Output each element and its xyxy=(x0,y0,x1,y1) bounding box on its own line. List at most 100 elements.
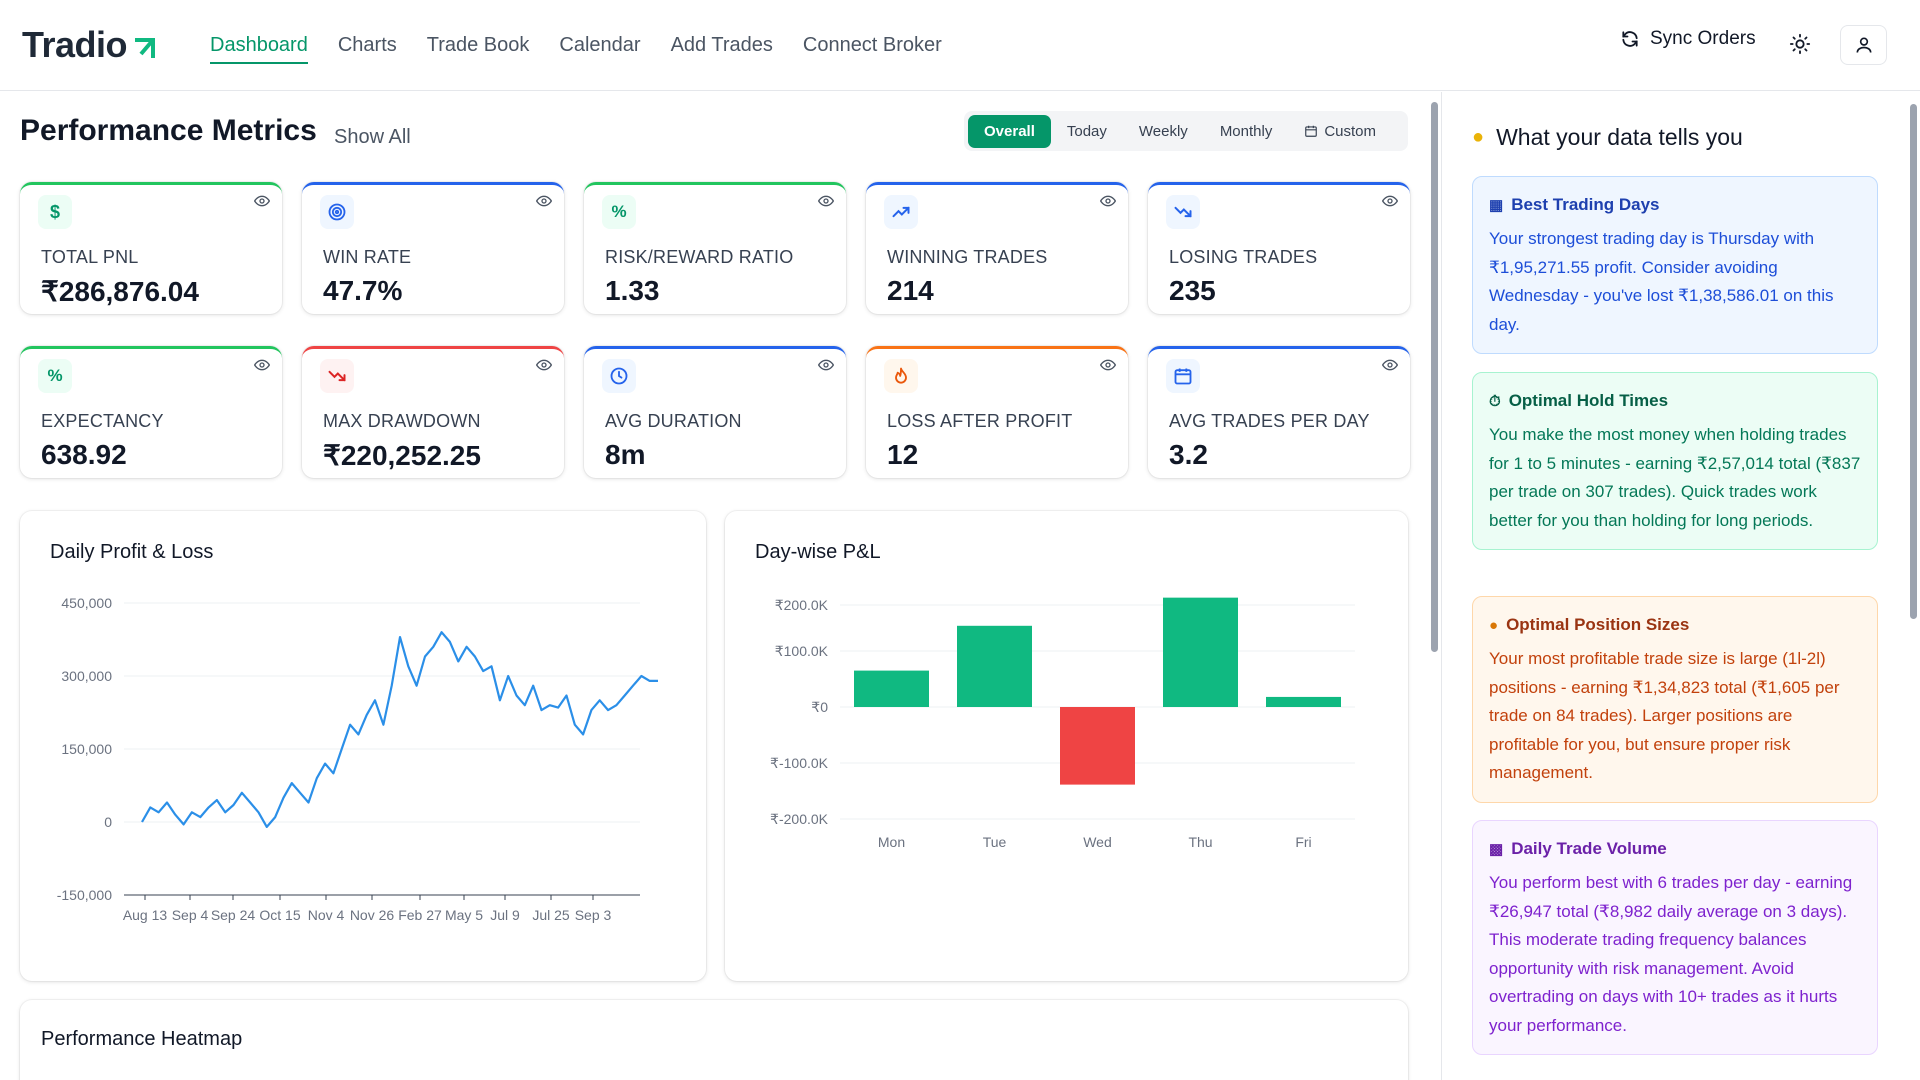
filter-monthly[interactable]: Monthly xyxy=(1219,122,1273,140)
theme-toggle-button[interactable] xyxy=(1789,33,1811,60)
main-nav: Dashboard Charts Trade Book Calendar Add… xyxy=(210,0,972,91)
bar-tue xyxy=(957,625,1032,707)
main-scrollbar-thumb[interactable] xyxy=(1431,102,1438,652)
sync-orders-button[interactable]: Sync Orders xyxy=(1620,28,1756,50)
x-tick-label: Sep 3 xyxy=(575,907,612,923)
flame-icon xyxy=(884,359,918,393)
insight-card-best-trading-days: ▦ Best Trading Days Your strongest tradin… xyxy=(1472,176,1878,354)
bar-mon xyxy=(854,670,929,707)
metric-value: ₹286,876.04 xyxy=(41,276,199,307)
daily-pnl-title: Daily Profit & Loss xyxy=(50,541,214,563)
insight-body: Your most profitable trade size is large… xyxy=(1489,649,1840,782)
eye-icon[interactable] xyxy=(1100,195,1116,207)
metric-label: LOSING TRADES xyxy=(1169,247,1318,267)
pnl-series-line xyxy=(141,631,658,828)
insight-body: Your strongest trading day is Thursday w… xyxy=(1489,229,1834,334)
insight-card-optimal-hold-times: ⏱ Optimal Hold Times You make the most mo… xyxy=(1472,372,1878,550)
x-tick-label: Mon xyxy=(878,834,905,850)
x-tick-label: Sep 4 xyxy=(172,907,209,923)
y-tick-label: 0 xyxy=(104,814,112,830)
y-tick-label: ₹-200.0K xyxy=(770,811,829,827)
x-tick-label: Thu xyxy=(1188,834,1212,850)
insight-title: Daily Trade Volume xyxy=(1511,839,1667,858)
trending-up-icon xyxy=(884,195,918,229)
eye-icon[interactable] xyxy=(536,359,552,371)
metric-card-losing-trades[interactable]: LOSING TRADES 235 xyxy=(1148,182,1410,314)
eye-icon[interactable] xyxy=(818,359,834,371)
eye-icon[interactable] xyxy=(254,359,270,371)
x-tick-label: Aug 13 xyxy=(123,907,168,923)
sidebar-scrollbar[interactable] xyxy=(1908,92,1920,1080)
bar-fri xyxy=(1266,696,1341,707)
metric-card-total-pnl[interactable]: $ TOTAL PNL ₹286,876.04 xyxy=(20,182,282,314)
x-tick-label: May 5 xyxy=(445,907,483,923)
x-tick-label: Nov 4 xyxy=(308,907,345,923)
y-tick-label: -150,000 xyxy=(57,887,112,903)
metric-card-avg-trades-per-day[interactable]: AVG TRADES PER DAY 3.2 xyxy=(1148,346,1410,478)
nav-calendar[interactable]: Calendar xyxy=(559,34,641,56)
metric-value: ₹220,252.25 xyxy=(323,440,481,471)
eye-icon[interactable] xyxy=(536,195,552,207)
x-tick-label: Wed xyxy=(1083,834,1112,850)
filter-overall[interactable]: Overall xyxy=(968,114,1051,148)
bar-thu xyxy=(1163,597,1238,707)
nav-trade-book[interactable]: Trade Book xyxy=(426,34,530,56)
metric-card-max-drawdown[interactable]: MAX DRAWDOWN ₹220,252.25 xyxy=(302,346,564,478)
eye-icon[interactable] xyxy=(1100,359,1116,371)
metric-card-loss-after-profit[interactable]: LOSS AFTER PROFIT 12 xyxy=(866,346,1128,478)
nav-connect-broker[interactable]: Connect Broker xyxy=(802,34,942,56)
y-tick-label: ₹-100.0K xyxy=(770,755,829,771)
page-title: Performance Metrics xyxy=(20,114,317,147)
x-tick-label: Oct 15 xyxy=(259,907,300,923)
nav-charts[interactable]: Charts xyxy=(337,34,397,56)
target-icon xyxy=(320,195,354,229)
profile-button[interactable] xyxy=(1840,25,1887,65)
metric-card-win-rate[interactable]: WIN RATE 47.7% xyxy=(302,182,564,314)
metric-label: WINNING TRADES xyxy=(887,247,1048,267)
metric-value: 214 xyxy=(887,275,934,306)
eye-icon[interactable] xyxy=(1382,195,1398,207)
eye-icon[interactable] xyxy=(1382,359,1398,371)
filter-custom[interactable]: Custom xyxy=(1288,115,1392,148)
eye-icon[interactable] xyxy=(818,195,834,207)
brand-logo[interactable]: Tradio xyxy=(22,24,159,66)
insight-card-daily-trade-volume: ▩ Daily Trade Volume You perform best wit… xyxy=(1472,820,1878,1055)
sidebar-scrollbar-thumb[interactable] xyxy=(1910,104,1917,619)
filter-weekly[interactable]: Weekly xyxy=(1138,122,1188,140)
main-scrollbar[interactable] xyxy=(1430,92,1440,1080)
metric-card-expectancy[interactable]: % EXPECTANCY 638.92 xyxy=(20,346,282,478)
clock-icon xyxy=(602,359,636,393)
lightbulb-icon: ● xyxy=(1472,126,1485,148)
insights-title: ● What your data tells you xyxy=(1472,124,1743,151)
percent-icon: % xyxy=(38,359,72,393)
insight-title: Optimal Position Sizes xyxy=(1506,615,1690,634)
filter-custom-label: Custom xyxy=(1324,122,1377,140)
insight-body: You make the most money when holding tra… xyxy=(1489,425,1861,530)
x-tick-label: Nov 26 xyxy=(350,907,395,923)
metric-label: AVG TRADES PER DAY xyxy=(1169,411,1370,431)
metric-card-winning-trades[interactable]: WINNING TRADES 214 xyxy=(866,182,1128,314)
performance-heatmap-panel: Performance Heatmap xyxy=(20,1000,1408,1080)
heatmap-title: Performance Heatmap xyxy=(41,1028,243,1050)
eye-icon[interactable] xyxy=(254,195,270,207)
x-tick-label: Sep 24 xyxy=(211,907,256,923)
x-tick-label: Feb 27 xyxy=(398,907,442,923)
daywise-pnl-title: Day-wise P&L xyxy=(755,541,881,563)
nav-dashboard[interactable]: Dashboard xyxy=(210,26,308,65)
insight-body: You perform best with 6 trades per day -… xyxy=(1489,873,1853,1035)
show-all-link[interactable]: Show All xyxy=(334,126,411,148)
daywise-pnl-chart[interactable]: ₹200.0K ₹100.0K ₹0 ₹-100.0K ₹-200.0K Mon Tue We… xyxy=(725,511,1408,981)
x-tick-label: Jul 25 xyxy=(532,907,570,923)
metric-value: 3.2 xyxy=(1169,439,1208,470)
metric-card-avg-duration[interactable]: AVG DURATION 8m xyxy=(584,346,846,478)
bar-chart-icon: ▩ xyxy=(1489,841,1504,858)
nav-add-trades[interactable]: Add Trades xyxy=(670,34,773,56)
metric-value: 47.7% xyxy=(323,275,403,306)
metric-card-risk-reward[interactable]: % RISK/REWARD RATIO 1.33 xyxy=(584,182,846,314)
x-tick-label: Fri xyxy=(1295,834,1311,850)
filter-today[interactable]: Today xyxy=(1066,122,1107,140)
user-icon xyxy=(1856,37,1871,53)
insight-title: Optimal Hold Times xyxy=(1508,391,1669,410)
trending-down-icon xyxy=(320,359,354,393)
